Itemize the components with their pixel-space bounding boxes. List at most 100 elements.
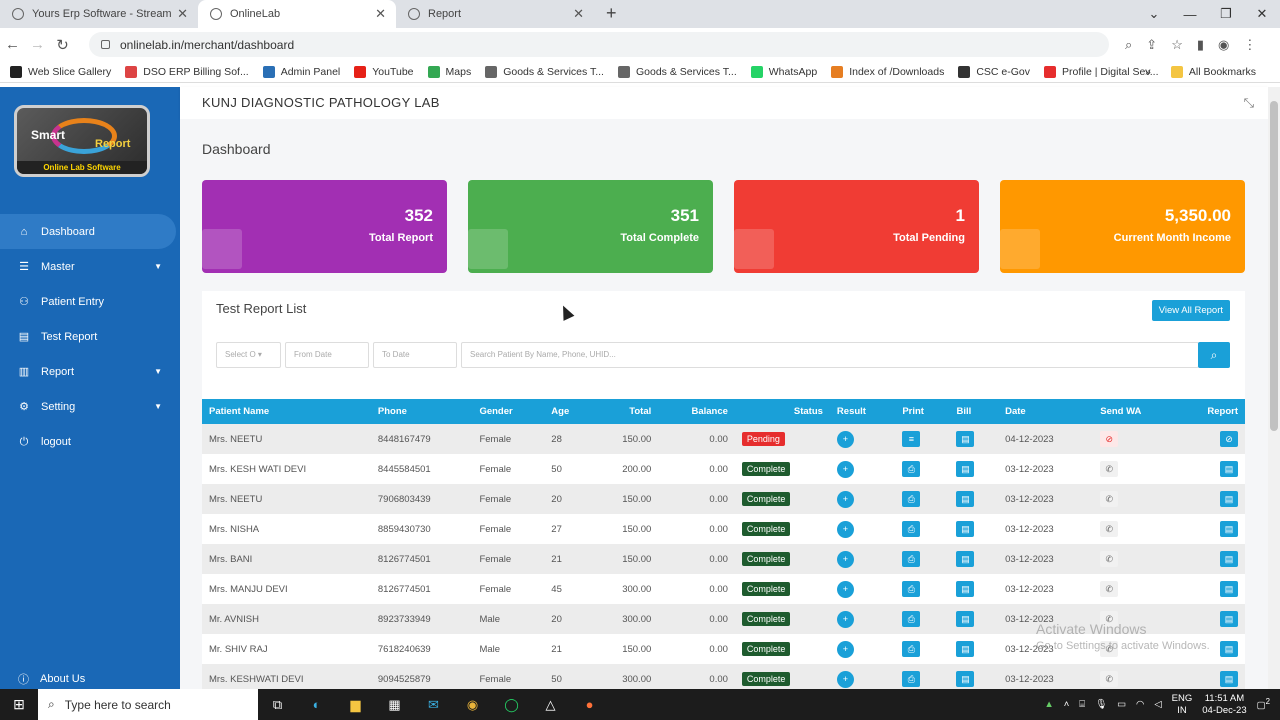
stat-card[interactable]: 351 Total Complete (468, 180, 713, 273)
report-icon[interactable]: ▤ (1220, 491, 1238, 507)
whatsapp-icon[interactable]: ✆ (1100, 671, 1119, 687)
blocked-icon[interactable]: ⊘ (1100, 431, 1119, 447)
bookmark-item[interactable]: CSC e-Gov (958, 65, 1030, 78)
url-field[interactable]: onlinelab.in/merchant/dashboard (89, 32, 1109, 57)
all-bookmarks[interactable]: All Bookmarks (1170, 65, 1256, 78)
firefox-icon[interactable]: ● (585, 697, 594, 712)
star-icon[interactable]: ☆ (1171, 36, 1183, 52)
report-icon[interactable]: ▤ (1220, 671, 1238, 687)
print-icon[interactable]: ⎙ (902, 491, 921, 507)
taskbar-search[interactable]: ⌕ Type here to search (38, 689, 258, 720)
bookmark-item[interactable]: WhatsApp (750, 65, 817, 78)
bill-icon[interactable]: ▤ (956, 581, 975, 597)
bill-icon[interactable]: ▤ (956, 461, 975, 477)
report-icon[interactable]: ▤ (1220, 461, 1238, 477)
volume-icon[interactable]: ◁ (1154, 699, 1162, 710)
sidebar-item-setting[interactable]: ⚙ Setting ▼ (0, 389, 180, 424)
bill-icon[interactable]: ▤ (956, 431, 975, 447)
whatsapp-icon[interactable]: ✆ (1100, 521, 1119, 537)
tab-search-icon[interactable]: ⌄ (1148, 6, 1160, 21)
chart-tray-icon[interactable]: ▲ (1044, 699, 1054, 710)
bookmark-item[interactable]: Profile | Digital Sev... (1044, 65, 1159, 78)
forward-icon[interactable]: → (30, 36, 45, 53)
about-us-link[interactable]: ⓘ About Us (18, 671, 85, 687)
stat-card[interactable]: 1 Total Pending (734, 180, 979, 273)
blocked-icon[interactable]: ⊘ (1220, 431, 1238, 447)
tab-close-icon[interactable]: ✕ (177, 6, 188, 21)
print-icon[interactable]: ⎙ (902, 521, 921, 537)
more-bookmarks-icon[interactable]: » (1145, 65, 1151, 78)
bookmark-item[interactable]: YouTube (354, 65, 414, 78)
sidebar-item-logout[interactable]: ⏻ logout (0, 424, 180, 459)
bookmark-item[interactable]: Web Slice Gallery (10, 65, 111, 78)
select-filter[interactable]: Select O ▾ (216, 342, 281, 368)
smart-report-logo[interactable]: Smart Report Online Lab Software (14, 105, 150, 177)
stat-card[interactable]: 352 Total Report (202, 180, 447, 273)
bookmark-item[interactable]: Index of /Downloads (831, 65, 944, 78)
report-icon[interactable]: ▤ (1220, 611, 1238, 627)
report-icon[interactable]: ▤ (1220, 581, 1238, 597)
sidebar-item-patient-entry[interactable]: ⚇ Patient Entry (0, 284, 180, 319)
add-result-icon[interactable]: + (836, 670, 854, 688)
whatsapp-icon[interactable]: ◯ (504, 696, 519, 712)
print-icon[interactable]: ⎙ (902, 461, 921, 477)
bill-icon[interactable]: ▤ (956, 491, 975, 507)
report-icon[interactable]: ▤ (1220, 641, 1238, 657)
to-date-input[interactable]: To Date (373, 342, 457, 368)
sidepanel-icon[interactable]: ▮ (1196, 36, 1204, 52)
print-icon[interactable]: ⎙ (902, 641, 921, 657)
tab-close-icon[interactable]: ✕ (573, 6, 584, 21)
mail-icon[interactable]: ✉ (428, 696, 439, 712)
add-result-icon[interactable]: + (836, 610, 854, 628)
print-icon[interactable]: ⎙ (902, 671, 921, 687)
whatsapp-icon[interactable]: ✆ (1100, 551, 1119, 567)
page-scrollbar[interactable] (1268, 87, 1280, 689)
from-date-input[interactable]: From Date (285, 342, 369, 368)
back-icon[interactable]: ← (5, 36, 20, 53)
bookmark-item[interactable]: Goods & Services T... (617, 65, 737, 78)
restore-icon[interactable]: ❐ (1220, 6, 1232, 21)
language-indicator[interactable]: ENG IN (1172, 693, 1193, 717)
add-result-icon[interactable]: + (836, 460, 854, 478)
new-tab-button[interactable]: + (606, 3, 617, 23)
chrome-icon[interactable]: ◉ (466, 696, 479, 712)
scrollbar-thumb[interactable] (1270, 101, 1278, 431)
add-result-icon[interactable]: + (836, 490, 854, 508)
network-icon[interactable]: ⌸ (1079, 699, 1085, 710)
tab-close-icon[interactable]: ✕ (375, 6, 386, 21)
bill-icon[interactable]: ▤ (956, 551, 975, 567)
add-result-icon[interactable]: + (836, 550, 854, 568)
bookmark-item[interactable]: Admin Panel (262, 65, 340, 78)
whatsapp-icon[interactable]: ✆ (1100, 491, 1119, 507)
sidebar-item-test-report[interactable]: ▤ Test Report (0, 319, 180, 354)
add-result-icon[interactable]: + (836, 640, 854, 658)
whatsapp-icon[interactable]: ✆ (1100, 611, 1119, 627)
print-icon[interactable]: ⎙ (902, 551, 921, 567)
clock[interactable]: 11:51 AM 04-Dec-23 (1202, 693, 1246, 717)
file-explorer-icon[interactable]: ▆ (350, 696, 361, 712)
add-result-icon[interactable]: + (836, 580, 854, 598)
browser-tab[interactable]: Yours Erp Software - Streamline ✕ (0, 0, 198, 28)
profile-avatar[interactable]: ◉ (1218, 36, 1230, 52)
reload-icon[interactable]: ↻ (56, 36, 69, 54)
whatsapp-icon[interactable]: ✆ (1100, 581, 1119, 597)
report-icon[interactable]: ▤ (1220, 551, 1238, 567)
close-window-icon[interactable]: ✕ (1256, 6, 1268, 21)
share-icon[interactable]: ⇪ (1146, 36, 1158, 52)
minimize-icon[interactable]: — (1183, 6, 1197, 22)
app-icon[interactable]: △ (545, 696, 556, 712)
print-icon[interactable]: ≡ (902, 431, 921, 447)
search-button[interactable]: ⌕ (1198, 342, 1230, 368)
bookmark-item[interactable]: Maps (427, 65, 471, 78)
edge-icon[interactable]: ◐ (312, 697, 321, 712)
browser-tab[interactable]: OnlineLab ✕ (198, 0, 396, 28)
view-all-report-button[interactable]: View All Report (1151, 300, 1230, 321)
windows-start-icon[interactable]: ⊞ (13, 696, 25, 712)
bookmark-item[interactable]: Goods & Services T... (485, 65, 604, 78)
bill-icon[interactable]: ▤ (956, 611, 975, 627)
mic-icon[interactable]: 🎙 (1095, 699, 1108, 710)
notification-icon[interactable]: ▢2 (1256, 697, 1270, 712)
add-result-icon[interactable]: + (836, 430, 854, 448)
report-icon[interactable]: ▤ (1220, 521, 1238, 537)
bill-icon[interactable]: ▤ (956, 521, 975, 537)
